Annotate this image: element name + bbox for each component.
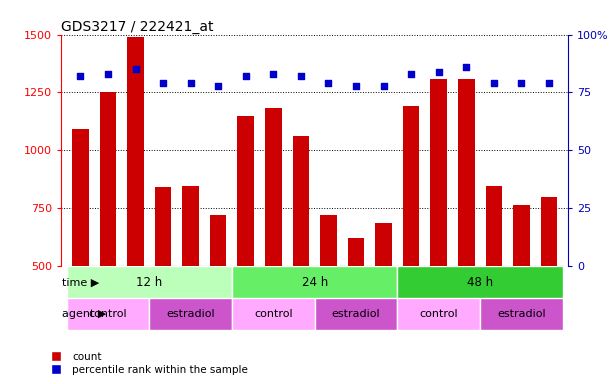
Point	[324, 80, 334, 86]
Bar	[72, 129, 89, 266]
Bar	[265, 108, 282, 266]
FancyBboxPatch shape	[397, 266, 563, 298]
FancyBboxPatch shape	[397, 298, 480, 330]
Point	[213, 83, 223, 89]
FancyBboxPatch shape	[67, 266, 232, 298]
Bar	[403, 106, 419, 266]
Point	[158, 80, 168, 86]
Bar	[293, 136, 309, 266]
Point	[131, 66, 141, 72]
Point	[241, 73, 251, 79]
Point	[544, 80, 554, 86]
Bar	[541, 197, 557, 266]
Point	[379, 83, 389, 89]
Text: control: control	[419, 309, 458, 319]
Bar	[375, 223, 392, 266]
Point	[268, 71, 278, 77]
Point	[76, 73, 86, 79]
Text: GDS3217 / 222421_at: GDS3217 / 222421_at	[61, 20, 214, 33]
FancyBboxPatch shape	[149, 298, 232, 330]
FancyBboxPatch shape	[232, 298, 315, 330]
Bar	[182, 186, 199, 266]
Bar	[348, 238, 364, 266]
Bar	[127, 37, 144, 266]
Bar	[486, 186, 502, 266]
Bar	[210, 215, 227, 266]
Bar	[430, 79, 447, 266]
Point	[351, 83, 361, 89]
Text: control: control	[89, 309, 127, 319]
FancyBboxPatch shape	[480, 298, 563, 330]
Bar	[513, 205, 530, 266]
Point	[516, 80, 526, 86]
Point	[406, 71, 416, 77]
Bar	[155, 187, 171, 266]
FancyBboxPatch shape	[67, 298, 149, 330]
Bar	[238, 116, 254, 266]
Text: 48 h: 48 h	[467, 276, 493, 289]
Point	[489, 80, 499, 86]
Point	[461, 64, 471, 70]
Text: estradiol: estradiol	[332, 309, 380, 319]
Text: 12 h: 12 h	[136, 276, 163, 289]
Bar	[320, 215, 337, 266]
Bar	[100, 93, 116, 266]
Point	[103, 71, 113, 77]
Text: estradiol: estradiol	[497, 309, 546, 319]
FancyBboxPatch shape	[315, 298, 397, 330]
Legend: count, percentile rank within the sample: count, percentile rank within the sample	[42, 348, 252, 379]
Text: control: control	[254, 309, 293, 319]
FancyBboxPatch shape	[232, 266, 397, 298]
Text: time ▶: time ▶	[62, 277, 99, 287]
Text: estradiol: estradiol	[166, 309, 215, 319]
Point	[434, 68, 444, 74]
Text: agent ▶: agent ▶	[62, 309, 106, 319]
Text: 24 h: 24 h	[302, 276, 327, 289]
Point	[296, 73, 306, 79]
Point	[186, 80, 196, 86]
Bar	[458, 79, 475, 266]
